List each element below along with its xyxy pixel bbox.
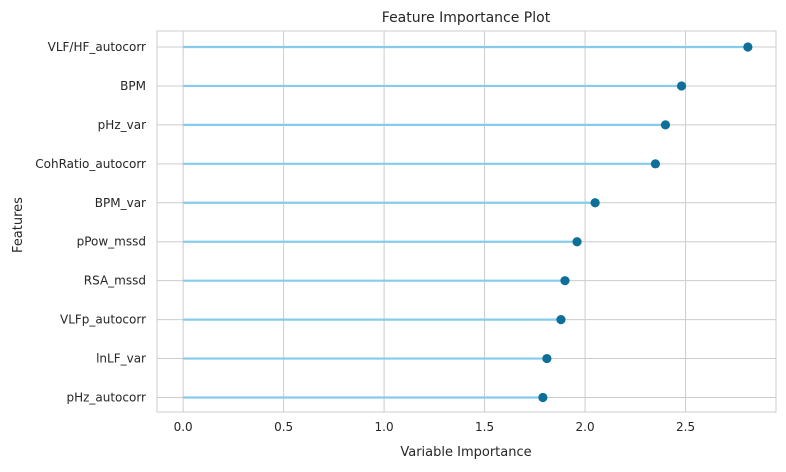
x-tick-label: 2.5 <box>676 420 695 434</box>
stem-layer <box>183 45 748 399</box>
y-axis-label: Features <box>11 197 26 253</box>
lollipop-marker <box>743 42 753 52</box>
x-tick-label: 1.0 <box>375 420 394 434</box>
lollipop-marker <box>560 276 570 286</box>
x-tick-label: 0.5 <box>274 420 293 434</box>
plot-frame <box>156 30 777 413</box>
lollipop-marker <box>542 353 552 364</box>
y-tick-label: VLF/HF_autocorr <box>48 40 146 54</box>
x-tick-label: 1.5 <box>475 420 494 434</box>
lollipop-marker <box>650 159 661 169</box>
y-tick-label: VLFp_autocorr <box>60 313 146 327</box>
lollipop-marker <box>572 237 582 247</box>
x-axis-label: Variable Importance <box>400 445 531 460</box>
lollipop-marker <box>556 315 566 325</box>
marker-layer <box>538 42 753 403</box>
x-tick-label: 2.0 <box>576 420 595 434</box>
tick-layer: 0.0 0.5 1.0 1.5 2.0 2.5 VLF/HF_autocorr BPM pHz_… <box>35 40 695 434</box>
y-tick-label: BPM <box>120 79 146 93</box>
lollipop-marker <box>660 120 671 130</box>
y-tick-label: pHz_var <box>98 118 146 132</box>
chart-title: Feature Importance Plot <box>382 10 551 26</box>
lollipop-marker <box>676 81 687 91</box>
lollipop-marker <box>538 392 548 403</box>
y-tick-label: BPM_var <box>95 196 146 210</box>
x-tick-label: 0.0 <box>174 420 193 434</box>
y-tick-label: pHz_autocorr <box>66 391 146 405</box>
y-tick-label: RSA_mssd <box>84 274 146 288</box>
y-tick-label: pPow_mssd <box>77 235 146 249</box>
lollipop-marker <box>590 198 600 208</box>
y-tick-label: lnLF_var <box>96 352 146 366</box>
y-tick-label: CohRatio_autocorr <box>35 157 146 171</box>
